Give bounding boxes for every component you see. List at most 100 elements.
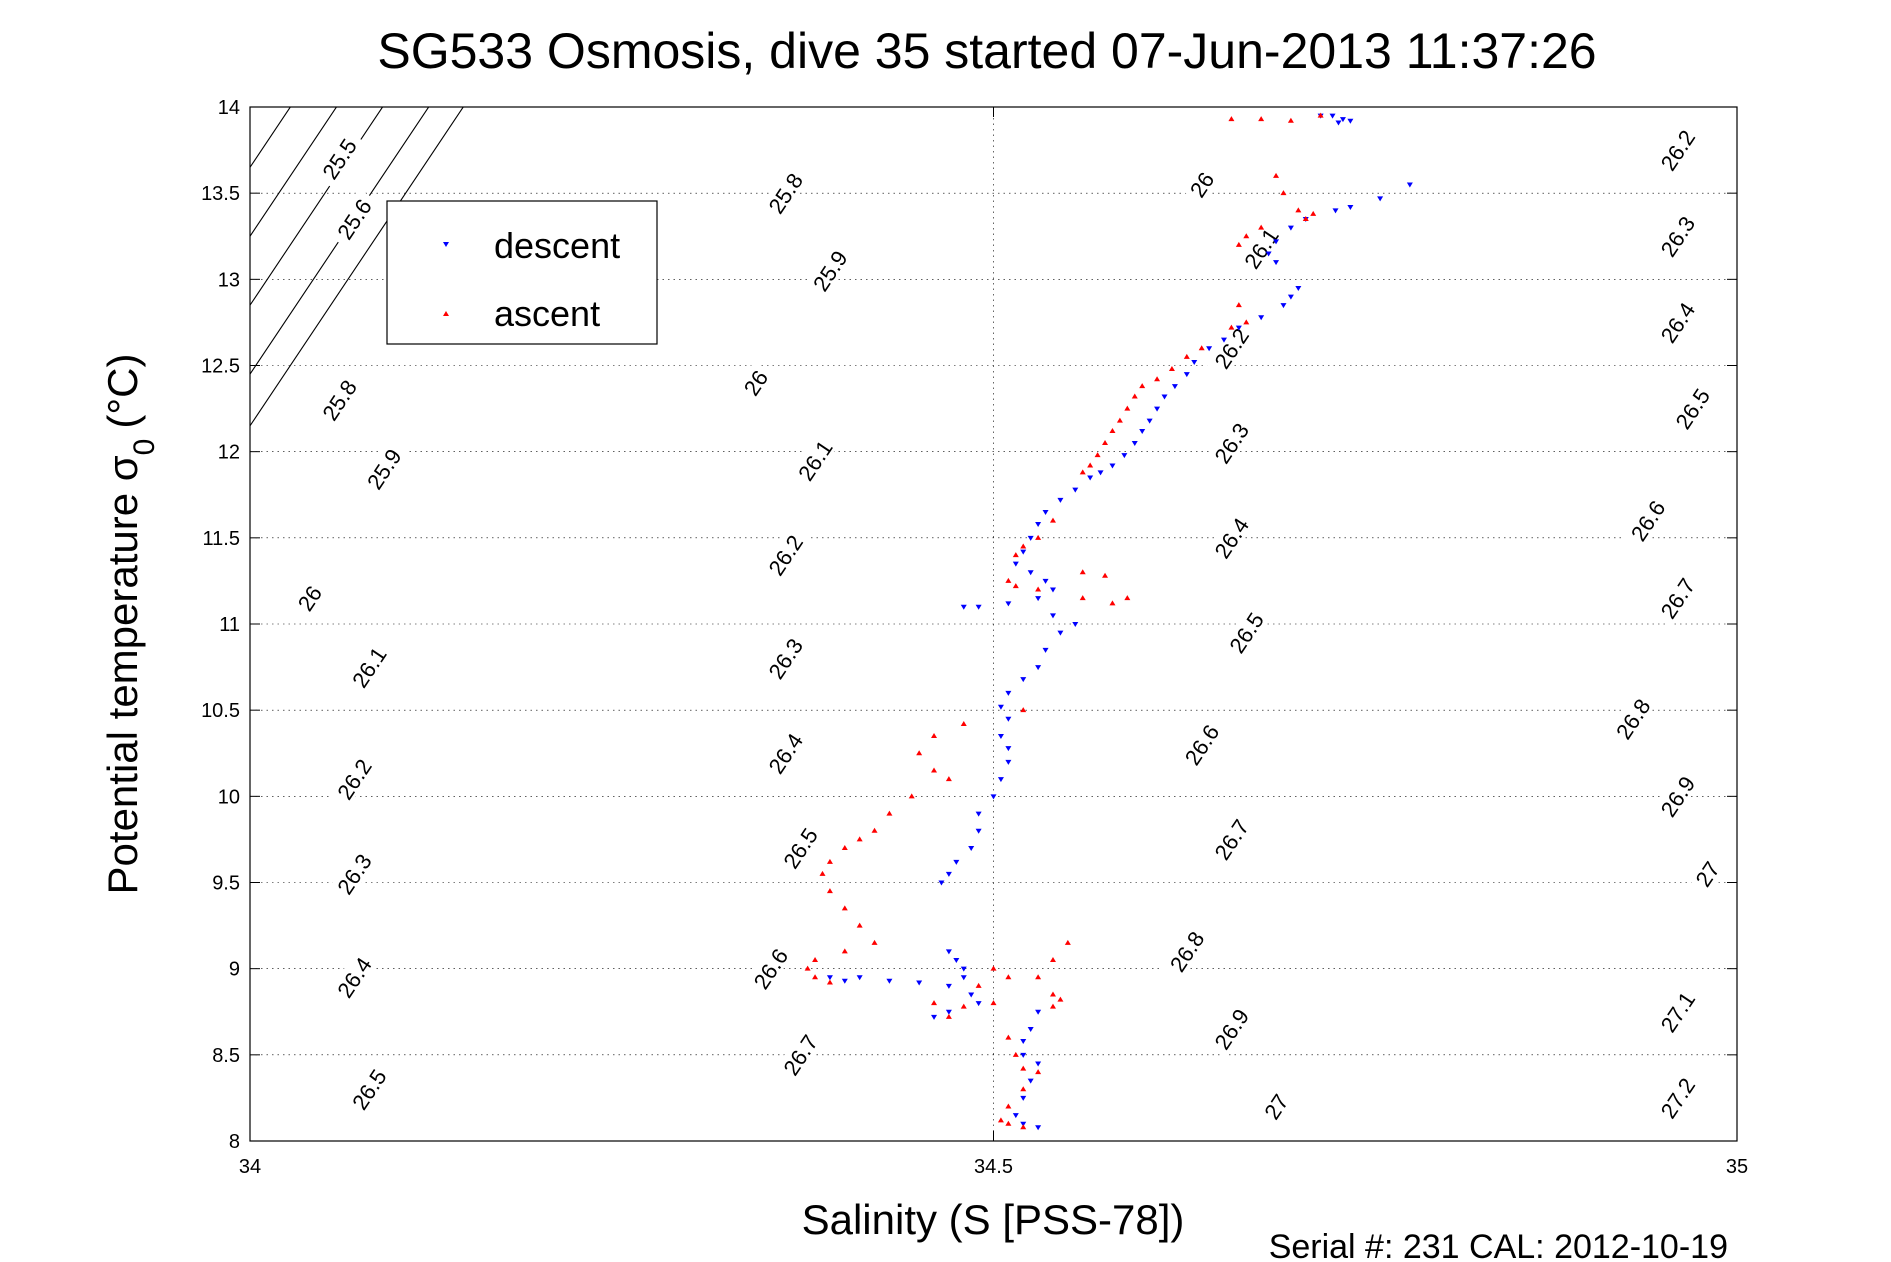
data-point-descent	[975, 811, 982, 817]
data-point-descent	[1235, 325, 1242, 331]
contour-label-bg	[773, 817, 825, 878]
data-point-descent	[1280, 303, 1287, 309]
x-tick-label: 35	[1726, 1156, 1748, 1178]
data-point-descent	[1287, 294, 1294, 300]
contour-label-bg	[1651, 765, 1703, 826]
data-point-descent	[975, 828, 982, 834]
contour-label-bg	[1256, 1086, 1295, 1126]
data-point-descent	[975, 1001, 982, 1007]
data-point-descent	[1273, 260, 1280, 266]
data-point-descent	[1027, 1078, 1034, 1084]
contour-label-bg	[1651, 119, 1703, 180]
data-point-ascent	[826, 888, 833, 894]
data-point-ascent	[1228, 116, 1235, 122]
data-point-descent	[1057, 497, 1064, 503]
data-point-ascent	[960, 720, 967, 726]
data-point-ascent	[1035, 586, 1042, 592]
density-contour	[250, 107, 430, 376]
data-point-descent	[1020, 677, 1027, 683]
contour-label-bg	[1205, 412, 1257, 473]
data-point-ascent	[960, 1003, 967, 1009]
data-point-ascent	[1020, 1086, 1027, 1092]
data-point-ascent	[1064, 939, 1071, 945]
contour-label-bg	[744, 938, 796, 999]
data-point-descent	[1035, 665, 1042, 671]
y-tick-label: 12.5	[201, 356, 240, 378]
data-point-descent	[1347, 118, 1354, 124]
contour-label-bg	[758, 722, 811, 783]
data-point-descent	[841, 978, 848, 984]
density-contours	[250, 107, 464, 427]
contour-label-bg	[758, 162, 811, 223]
data-point-descent	[1329, 113, 1336, 119]
contour-label-bg	[1666, 378, 1718, 438]
y-tick-label: 13	[218, 269, 240, 291]
data-point-ascent	[1035, 534, 1042, 540]
data-point-ascent	[1087, 462, 1094, 468]
data-point-ascent	[1183, 353, 1190, 359]
data-point-ascent	[819, 870, 826, 876]
data-point-descent	[945, 949, 952, 955]
data-point-descent	[1057, 630, 1064, 636]
data-point-descent	[953, 859, 960, 865]
data-point-descent	[997, 734, 1004, 740]
data-point-ascent	[1258, 224, 1265, 230]
data-point-descent	[938, 880, 945, 886]
data-point-descent	[975, 604, 982, 610]
y-tick-label: 14	[218, 97, 240, 119]
contour-label-bg	[342, 1058, 394, 1119]
data-point-ascent	[1131, 393, 1138, 399]
data-point-ascent	[1280, 190, 1287, 196]
data-point-ascent	[886, 810, 893, 816]
contour-label-bg	[803, 240, 855, 301]
density-contour-label: 26.4	[1651, 291, 1703, 352]
y-axis-label: Potential temperature σ0 (°C)	[99, 354, 161, 895]
contour-label-bg	[1651, 567, 1703, 628]
y-tick-label: 11.5	[203, 528, 240, 550]
density-contour	[250, 107, 464, 427]
data-point-descent	[968, 992, 975, 998]
data-point-ascent	[1005, 1034, 1012, 1040]
data-point-ascent	[1049, 991, 1056, 997]
contour-label-bg	[1651, 291, 1703, 352]
data-point-ascent	[841, 845, 848, 851]
contour-label-bg	[735, 362, 774, 403]
data-point-ascent	[1243, 233, 1250, 239]
data-point-ascent	[1079, 469, 1086, 475]
data-point-descent	[1035, 1009, 1042, 1015]
data-point-descent	[1335, 120, 1342, 126]
data-point-descent	[931, 1014, 938, 1020]
data-point-descent	[1332, 208, 1339, 214]
contour-label-bg	[312, 369, 364, 430]
data-point-ascent	[1035, 974, 1042, 980]
data-point-descent	[953, 958, 960, 964]
data-points	[804, 112, 1413, 1131]
data-point-descent	[1295, 285, 1302, 291]
y-tick-label: 10.5	[201, 700, 240, 722]
data-point-ascent	[1005, 577, 1012, 583]
data-point-ascent	[1124, 595, 1131, 601]
legend-label-ascent: ascent	[494, 293, 600, 334]
data-point-ascent	[1005, 1120, 1012, 1126]
data-point-descent	[1258, 315, 1265, 321]
y-axis-label-main: Potential temperature σ	[99, 455, 146, 894]
data-point-ascent	[1287, 117, 1294, 123]
data-point-ascent	[945, 776, 952, 782]
data-point-ascent	[841, 948, 848, 954]
density-contour-labels: 25.525.625.825.825.925.926262626.126.126…	[289, 119, 1726, 1128]
data-point-descent	[1406, 182, 1413, 188]
data-point-descent	[1020, 549, 1027, 555]
data-point-ascent	[1012, 552, 1019, 558]
data-point-descent	[1042, 578, 1049, 584]
data-point-ascent	[871, 827, 878, 833]
data-point-ascent	[945, 1013, 952, 1019]
data-point-descent	[1183, 372, 1190, 378]
y-tick-label: 8	[229, 1131, 240, 1153]
data-point-descent	[997, 777, 1004, 783]
data-point-descent	[1005, 690, 1012, 696]
y-tick-label: 12	[218, 442, 240, 464]
data-point-descent	[1377, 196, 1384, 202]
data-point-ascent	[1102, 572, 1109, 578]
data-point-ascent	[1035, 1069, 1042, 1075]
